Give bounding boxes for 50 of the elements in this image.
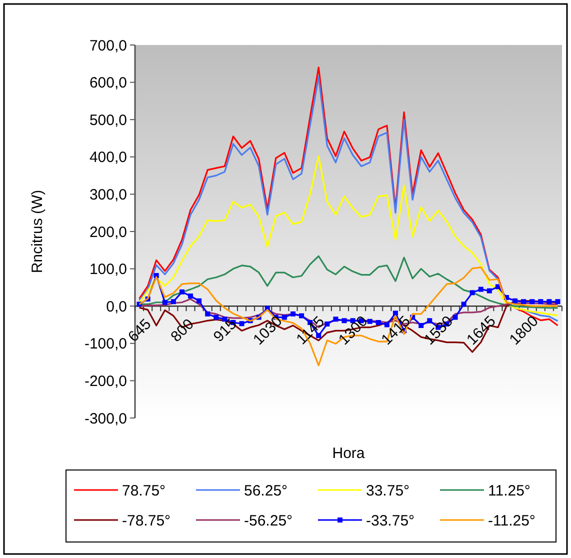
y-axis-title: Rncitrus (W) xyxy=(29,190,46,274)
y-tick-label: 600,0 xyxy=(89,74,127,92)
legend-label: -56.25° xyxy=(244,512,293,530)
y-tick-label: 300,0 xyxy=(89,186,127,204)
point xyxy=(470,290,475,296)
point xyxy=(392,310,398,316)
x-tick-label: 915 xyxy=(210,316,240,346)
point xyxy=(196,298,202,304)
point xyxy=(530,299,535,304)
point xyxy=(162,300,168,305)
y-tick-label: 200,0 xyxy=(89,224,127,241)
y-tick-label: 500,0 xyxy=(89,112,127,129)
point xyxy=(205,311,210,316)
point xyxy=(282,314,287,320)
legend-label: 33.75° xyxy=(366,482,410,500)
point xyxy=(478,286,484,292)
legend-label: 56.25° xyxy=(244,482,288,500)
legend-label: -78.75° xyxy=(122,512,171,530)
y-tick-label: -100,0 xyxy=(84,336,127,353)
y-tick-label: 0,0 xyxy=(106,298,127,316)
point xyxy=(179,289,184,294)
legend-label: 78.75° xyxy=(122,482,166,500)
line-series xyxy=(138,155,559,316)
legend-label: -33.75° xyxy=(366,512,415,530)
point xyxy=(461,302,466,307)
point xyxy=(538,299,544,304)
point xyxy=(512,298,518,304)
point xyxy=(486,288,492,294)
y-tick-label: -200,0 xyxy=(84,372,127,390)
x-axis-title: Hora xyxy=(332,445,366,462)
y-tick-label: 700,0 xyxy=(89,37,127,54)
point xyxy=(290,311,296,316)
point xyxy=(546,299,552,304)
point xyxy=(324,322,330,327)
point xyxy=(170,299,176,304)
point xyxy=(418,322,424,328)
point xyxy=(376,320,381,326)
point xyxy=(555,299,560,304)
y-tick-label: 100,0 xyxy=(89,261,127,278)
y-tick-label: -300,0 xyxy=(84,410,127,428)
point xyxy=(452,314,458,320)
point xyxy=(239,321,244,326)
point xyxy=(333,316,338,322)
y-tick-label: 400,0 xyxy=(89,149,127,166)
legend-label: 11.25° xyxy=(488,482,530,500)
legend-label: -11.25° xyxy=(488,512,536,530)
point xyxy=(188,294,194,299)
point xyxy=(521,299,526,304)
point xyxy=(367,318,372,324)
x-tick-label: 800 xyxy=(168,316,198,346)
